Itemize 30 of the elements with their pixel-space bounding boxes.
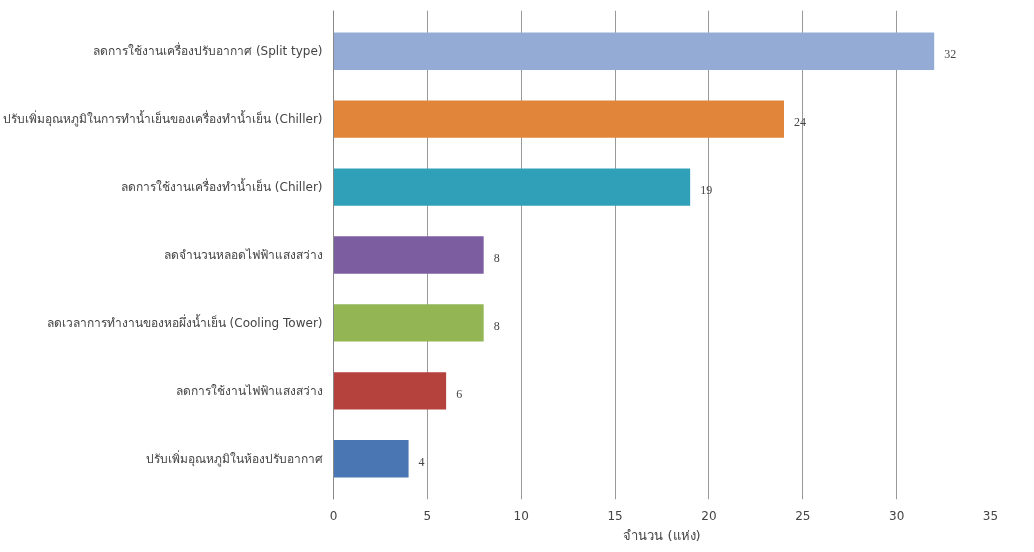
x-tick-label: 10 bbox=[513, 508, 529, 523]
data-label: 6 bbox=[456, 386, 463, 401]
data-label: 8 bbox=[493, 251, 500, 265]
y-tick-label: ลดการใช้งานเครื่องทำน้ำเย็น (Chiller) bbox=[121, 178, 323, 195]
x-tick-label: 15 bbox=[607, 508, 623, 523]
bar bbox=[333, 100, 785, 138]
x-tick-label: 20 bbox=[701, 508, 717, 523]
x-tick-label: 35 bbox=[982, 508, 999, 523]
bar bbox=[333, 372, 447, 410]
data-label: 24 bbox=[794, 115, 807, 130]
y-tick-label: ลดจำนวนหลอดไฟฟ้าแสงสว่าง bbox=[163, 248, 323, 262]
y-tick-label: ปรับเพิ่มอุณหภูมิในการทำน้ำเย็นของเครื่องทำน้ำเย็น (Chiller) bbox=[3, 110, 323, 128]
y-tick-label: ลดการใช้งานไฟฟ้าแสงสว่าง bbox=[175, 383, 323, 398]
y-tick-label: ลดการใช้งานเครื่องปรับอากาศ (Split type) bbox=[93, 42, 323, 59]
bar bbox=[333, 304, 484, 342]
x-tick-label: 30 bbox=[889, 508, 905, 523]
y-tick-label: ปรับเพิ่มอุณหภูมิในห้องปรับอากาศ bbox=[145, 449, 323, 467]
bar bbox=[333, 32, 935, 70]
bar bbox=[333, 168, 691, 206]
x-tick-label: 0 bbox=[329, 508, 338, 523]
data-label: 4 bbox=[418, 454, 425, 469]
x-tick-label: 5 bbox=[423, 508, 432, 523]
data-label: 32 bbox=[944, 47, 957, 62]
x-tick-label: 25 bbox=[795, 508, 811, 523]
data-label: 19 bbox=[700, 183, 713, 198]
bar bbox=[333, 440, 409, 478]
bar bbox=[333, 236, 484, 274]
y-tick-label: ลดเวลาการทำงานของหอผึ่งน้ำเย็น (Cooling Tower) bbox=[46, 313, 323, 330]
x-axis-title: จำนวน (แห่ง) bbox=[623, 527, 701, 543]
data-label: 8 bbox=[493, 318, 500, 333]
